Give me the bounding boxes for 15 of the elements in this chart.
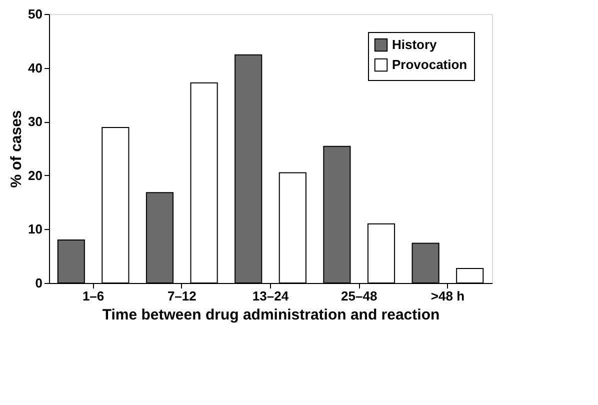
y-tick-label: 50 <box>28 6 42 22</box>
legend-label: Provocation <box>392 57 468 72</box>
y-tick-label: 40 <box>28 60 42 76</box>
y-axis-title: % of cases <box>8 110 26 188</box>
legend-label: History <box>392 37 438 52</box>
x-tick-label: 25–48 <box>341 288 378 304</box>
y-tick-label: 0 <box>35 276 42 290</box>
x-axis-title: Time between drug administration and reaction <box>102 306 440 324</box>
y-tick-label: 10 <box>28 222 42 237</box>
y-tick-label: 30 <box>28 114 42 130</box>
x-tick-label: 7–12 <box>167 288 196 304</box>
x-tick-label: 1–6 <box>82 288 104 304</box>
x-tick-label: >48 h <box>430 288 465 304</box>
x-tick-label: 13–24 <box>252 288 290 304</box>
y-tick-label: 20 <box>28 168 42 183</box>
